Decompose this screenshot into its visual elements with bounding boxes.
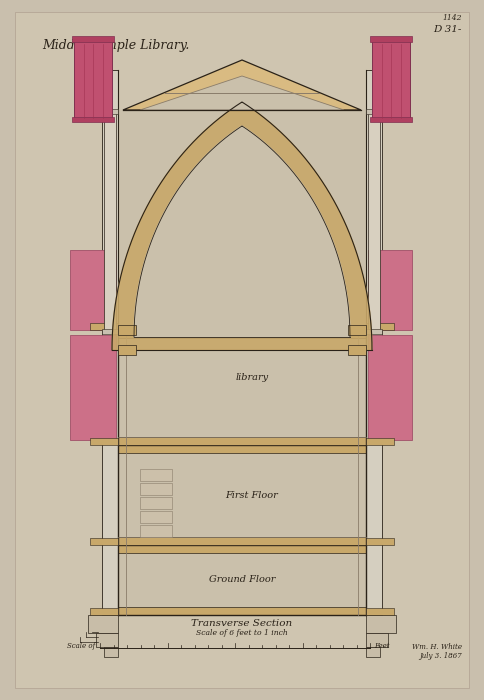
Bar [104, 110, 116, 330]
Bar [140, 483, 172, 495]
Bar [118, 545, 366, 615]
Text: Open Roof: Open Roof [216, 90, 268, 99]
Bar [90, 438, 118, 445]
Bar [366, 438, 394, 445]
Text: Middle Temple Library.: Middle Temple Library. [42, 39, 189, 52]
Bar [140, 469, 172, 481]
Bar [140, 497, 172, 509]
Text: First Floor: First Floor [226, 491, 278, 500]
Bar [118, 445, 366, 453]
Bar [370, 36, 412, 42]
Bar [366, 538, 394, 545]
Bar [140, 511, 172, 523]
Bar [118, 545, 366, 553]
Bar [118, 110, 366, 330]
Bar [140, 525, 172, 537]
Bar [88, 615, 118, 633]
Bar [368, 335, 412, 440]
Bar [366, 329, 382, 334]
Bar [102, 329, 118, 334]
Text: Scale of: Scale of [67, 642, 95, 650]
Bar [366, 608, 394, 615]
Bar [366, 633, 388, 647]
Bar [368, 250, 412, 330]
Polygon shape [140, 76, 344, 110]
Bar [118, 330, 366, 445]
Bar [366, 615, 396, 633]
Bar [372, 40, 410, 120]
Bar [90, 608, 118, 615]
Bar [118, 330, 366, 338]
Bar [118, 537, 366, 545]
Bar [102, 109, 118, 114]
Bar [118, 445, 366, 545]
Bar [118, 437, 366, 445]
Bar [118, 607, 366, 615]
Bar [118, 345, 136, 355]
Bar [368, 110, 380, 330]
Bar [366, 109, 382, 114]
Bar [366, 647, 380, 657]
Text: D 31-: D 31- [434, 25, 462, 34]
Text: 1142: 1142 [442, 14, 462, 22]
Text: Scale of 6 feet to 1 inch: Scale of 6 feet to 1 inch [196, 629, 288, 637]
Bar [74, 40, 112, 120]
Polygon shape [112, 102, 372, 350]
Polygon shape [123, 60, 361, 110]
Bar [366, 70, 382, 615]
Bar [348, 325, 366, 335]
Bar [102, 70, 118, 615]
Bar [72, 36, 114, 42]
Bar [72, 117, 114, 122]
Bar [70, 250, 116, 330]
Bar [118, 325, 136, 335]
Text: Transverse Section: Transverse Section [192, 619, 292, 628]
Bar [96, 633, 118, 647]
Text: Ground Floor: Ground Floor [209, 575, 275, 584]
Bar [348, 345, 366, 355]
Text: Feet: Feet [374, 642, 390, 650]
Bar [370, 117, 412, 122]
Bar [366, 323, 394, 330]
Bar [90, 323, 118, 330]
Bar [104, 647, 118, 657]
Polygon shape [134, 126, 350, 337]
Text: Wm. H. White
July 3. 1867: Wm. H. White July 3. 1867 [412, 643, 462, 660]
Bar [90, 538, 118, 545]
Text: library: library [235, 373, 269, 382]
Bar [70, 335, 116, 440]
